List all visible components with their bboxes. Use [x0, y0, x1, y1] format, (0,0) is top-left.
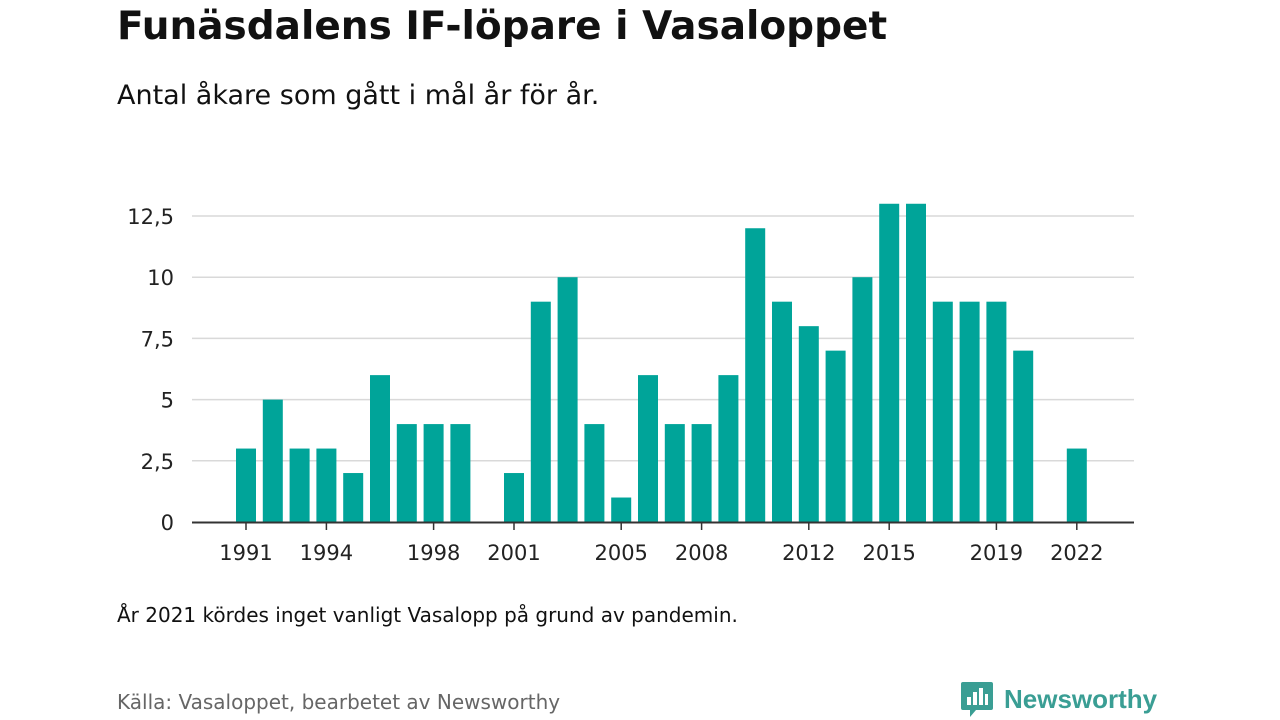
x-tick-label: 2005	[594, 541, 647, 565]
chart-source: Källa: Vasaloppet, bearbetet av Newswort…	[117, 690, 561, 714]
bar-2010	[745, 228, 766, 523]
bar-1995	[343, 473, 364, 522]
bar-2001	[504, 473, 524, 522]
y-tick-label: 10	[147, 266, 174, 290]
bar-chart: 0 2,5 5 7,5 10 12,5 1991 1994 1998 2001 2005 2008 20…	[127, 203, 1134, 565]
bar-1991	[236, 448, 256, 522]
y-tick-label: 12,5	[127, 205, 174, 229]
bar-1992	[262, 399, 283, 522]
x-tick-label: 2012	[782, 541, 835, 565]
bar-2018	[959, 301, 980, 522]
bar-2017	[932, 301, 953, 522]
y-tick-label: 2,5	[141, 450, 174, 474]
chart-note: År 2021 kördes inget vanligt Vasalopp på…	[117, 603, 738, 627]
bar-2019	[986, 301, 1007, 522]
bar-2009	[718, 375, 739, 522]
x-tick-label: 2008	[675, 541, 728, 565]
x-tick-label: 2022	[1050, 541, 1103, 565]
bar-1998	[423, 424, 444, 522]
x-tick-label: 1994	[300, 541, 353, 565]
bar-2011	[772, 301, 792, 522]
bar-chart-speech-bubble-icon	[961, 682, 993, 717]
y-tick-label: 5	[161, 389, 174, 413]
x-tick-label: 1991	[219, 541, 272, 565]
bar-2012	[798, 326, 819, 522]
x-tick-label: 2019	[970, 541, 1023, 565]
bar-2006	[638, 375, 658, 522]
bar-2014	[852, 277, 873, 522]
bar-1993	[289, 448, 310, 522]
bar-2015	[879, 203, 900, 522]
y-tick-label: 0	[161, 511, 174, 535]
x-tick-label: 2001	[487, 541, 540, 565]
bar-2005	[611, 497, 632, 522]
bar-2016	[906, 203, 926, 522]
bar-1996	[370, 375, 390, 522]
x-tick-label: 2015	[862, 541, 915, 565]
bar-1994	[316, 448, 337, 522]
chart-title: Funäsdalens IF-löpare i Vasaloppet	[117, 4, 888, 49]
brand-logo: Newsworthy	[960, 680, 1157, 718]
bar-2003	[557, 277, 578, 522]
bar-2013	[825, 350, 846, 522]
bar-2002	[530, 301, 551, 522]
y-tick-label: 7,5	[141, 327, 174, 351]
bar-2007	[664, 424, 685, 522]
bar-2020	[1013, 350, 1034, 522]
bar-1999	[450, 424, 471, 522]
chart-subtitle: Antal åkare som gått i mål år för år.	[117, 80, 600, 111]
x-tick-label: 1998	[407, 541, 460, 565]
bar-1997	[396, 424, 417, 522]
brand-name: Newsworthy	[1004, 683, 1158, 714]
bar-2008	[691, 424, 712, 522]
bar-2022	[1066, 448, 1087, 522]
bar-2004	[584, 424, 605, 522]
